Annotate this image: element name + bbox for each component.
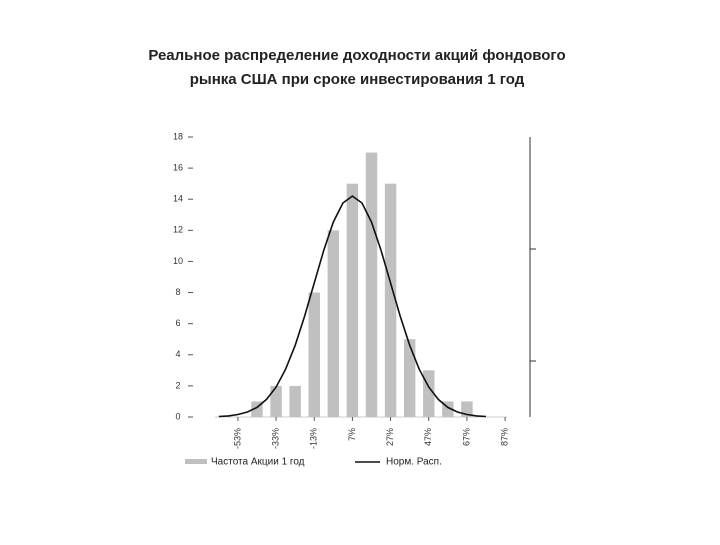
legend-label: Частота Акции 1 год xyxy=(211,457,305,468)
x-tick-label: -13% xyxy=(309,428,319,449)
bar xyxy=(308,292,320,417)
x-tick-label: -33% xyxy=(270,428,280,449)
y-tick-label: 8 xyxy=(175,287,180,297)
bar xyxy=(327,230,340,417)
bar xyxy=(289,385,301,417)
bar xyxy=(423,370,435,417)
x-tick-label: 27% xyxy=(385,428,395,446)
x-tick-label: 67% xyxy=(461,428,471,446)
bar xyxy=(384,183,397,417)
chart-title: Реальное распределение доходности акций … xyxy=(148,47,565,64)
y-tick-label: 18 xyxy=(173,131,183,141)
x-tick-label: 47% xyxy=(423,428,433,446)
y-tick-label: 2 xyxy=(175,380,180,390)
right-axis xyxy=(529,137,536,417)
bar xyxy=(442,401,454,417)
y-tick-label: 6 xyxy=(175,318,180,328)
bar xyxy=(270,385,282,417)
bar xyxy=(251,401,263,417)
y-tick-label: 0 xyxy=(175,411,180,421)
normal-curve xyxy=(218,195,487,418)
bar xyxy=(346,183,359,417)
y-tick-label: 12 xyxy=(173,225,183,235)
x-tick-label: 7% xyxy=(347,428,357,441)
legend-label: Норм. Расп. xyxy=(386,457,442,468)
bar xyxy=(461,401,473,417)
x-tick-label: -53% xyxy=(232,428,242,449)
y-tick-label: 16 xyxy=(173,162,183,172)
bar xyxy=(403,339,416,417)
x-tick-label: 87% xyxy=(499,428,509,446)
bar xyxy=(365,152,378,418)
chart-title: рынка США при сроке инвестирования 1 год xyxy=(190,71,525,88)
legend-swatch xyxy=(185,459,207,464)
y-tick-label: 10 xyxy=(173,256,183,266)
y-tick-label: 4 xyxy=(175,349,180,359)
y-tick-label: 14 xyxy=(173,194,183,204)
